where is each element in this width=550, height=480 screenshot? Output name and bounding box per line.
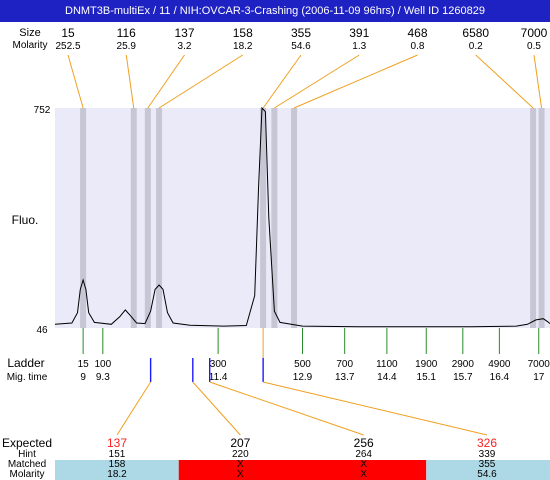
fluorescence-trace xyxy=(54,106,550,328)
peak-size-label: 7000 xyxy=(521,26,548,40)
hint-value: 220 xyxy=(232,449,249,460)
matched-row-label: Matched xyxy=(8,459,46,470)
ladder-migtime-label: 14.4 xyxy=(377,372,397,383)
y-tick-min: 46 xyxy=(36,325,48,336)
ladder-migtime-label: 13.7 xyxy=(335,372,355,383)
ladder-size-label: 300 xyxy=(210,359,227,370)
ladder-migtime-label: 17 xyxy=(533,372,545,383)
expected-connector xyxy=(263,381,488,436)
ladder-size-label: 4900 xyxy=(488,359,511,370)
peak-molarity-label: 1.3 xyxy=(352,41,366,52)
peak-connector xyxy=(262,54,302,109)
peak-band xyxy=(538,108,545,328)
peak-connector xyxy=(533,54,543,109)
peak-band xyxy=(530,108,537,328)
peak-band xyxy=(271,108,278,328)
peak-molarity-label: 25.9 xyxy=(117,41,137,52)
peak-molarity-label: 3.2 xyxy=(178,41,192,52)
ladder-migtime-label: 11.4 xyxy=(209,372,228,383)
matched-molarity-value: 18.2 xyxy=(107,469,127,480)
plot-area xyxy=(55,108,550,328)
match-cell xyxy=(178,460,303,480)
ladder-migtime-label: 15.7 xyxy=(453,372,473,383)
peak-band xyxy=(291,108,298,328)
mig-time-row-label: Mig. time xyxy=(7,372,48,383)
match-cell xyxy=(426,460,550,480)
expected-connector xyxy=(192,381,241,436)
peak-molarity-label: 0.8 xyxy=(411,41,425,52)
peak-size-label: 158 xyxy=(233,26,253,40)
peak-size-label: 355 xyxy=(291,26,311,40)
peak-molarity-label: 54.6 xyxy=(291,41,311,52)
ladder-size-label: 1900 xyxy=(415,359,438,370)
matched-molarity-value: X xyxy=(360,469,367,480)
peak-connector xyxy=(147,54,185,109)
match-cell xyxy=(55,460,179,480)
peak-band xyxy=(260,108,267,328)
match-cell xyxy=(302,460,427,480)
hint-value: 339 xyxy=(479,449,496,460)
peak-band xyxy=(130,108,137,328)
size-row-label: Size xyxy=(19,27,40,39)
peak-connector xyxy=(293,54,418,109)
expected-size-label: 256 xyxy=(354,436,374,450)
y-tick-max: 752 xyxy=(34,105,51,116)
peak-band xyxy=(144,108,151,328)
fluo-axis-label: Fluo. xyxy=(12,213,39,227)
peak-size-label: 468 xyxy=(407,26,427,40)
peak-molarity-label: 0.2 xyxy=(469,41,483,52)
hint-value: 264 xyxy=(355,449,372,460)
ladder-size-label: 500 xyxy=(294,359,311,370)
molarity-bottom-row-label: Molarity xyxy=(9,469,44,480)
matched-value: X xyxy=(360,459,367,470)
hint-row-label: Hint xyxy=(18,449,36,460)
expected-size-label: 207 xyxy=(230,436,250,450)
ladder-migtime-label: 12.9 xyxy=(293,372,313,383)
peak-band xyxy=(80,108,87,328)
ladder-migtime-label: 9 xyxy=(80,372,86,383)
hint-value: 151 xyxy=(109,449,126,460)
ladder-migtime-label: 15.1 xyxy=(417,372,437,383)
peak-connector xyxy=(67,54,84,109)
expected-connector xyxy=(209,381,364,436)
peak-molarity-label: 252.5 xyxy=(55,41,80,52)
ladder-size-label: 700 xyxy=(336,359,353,370)
peak-molarity-label: 18.2 xyxy=(233,41,253,52)
ladder-migtime-label: 9.3 xyxy=(96,372,110,383)
ladder-size-label: 15 xyxy=(78,359,90,370)
expected-connector xyxy=(116,381,152,436)
molarity-row-label: Molarity xyxy=(12,40,47,51)
peak-molarity-label: 0.5 xyxy=(527,41,541,52)
ladder-size-label: 7000 xyxy=(528,359,550,370)
ladder-size-label: 1100 xyxy=(376,359,398,370)
peak-size-label: 116 xyxy=(117,26,136,40)
expected-row-label: Expected xyxy=(2,436,52,450)
peak-connector xyxy=(158,54,244,109)
matched-molarity-value: X xyxy=(237,469,244,480)
title-bar: DNMT3B-multiEx / 11 / NIH:OVCAR-3-Crashi… xyxy=(0,0,550,22)
peak-size-label: 15 xyxy=(61,26,75,40)
matched-value: 158 xyxy=(109,459,126,470)
peak-size-label: 137 xyxy=(174,26,194,40)
ladder-row-label: Ladder xyxy=(7,356,44,370)
expected-size-label: 137 xyxy=(107,436,127,450)
matched-molarity-value: 54.6 xyxy=(477,469,497,480)
ladder-size-label: 100 xyxy=(94,359,111,370)
peak-connector xyxy=(274,54,360,109)
expected-size-label: 326 xyxy=(477,436,497,450)
peak-size-label: 391 xyxy=(349,26,369,40)
peak-connector xyxy=(475,54,534,109)
peak-band xyxy=(156,108,163,328)
peak-size-label: 6580 xyxy=(462,26,489,40)
ladder-migtime-label: 16.4 xyxy=(490,372,510,383)
peak-connector xyxy=(125,54,135,109)
matched-value: 355 xyxy=(479,459,496,470)
matched-value: X xyxy=(237,459,244,470)
ladder-size-label: 2900 xyxy=(452,359,475,370)
